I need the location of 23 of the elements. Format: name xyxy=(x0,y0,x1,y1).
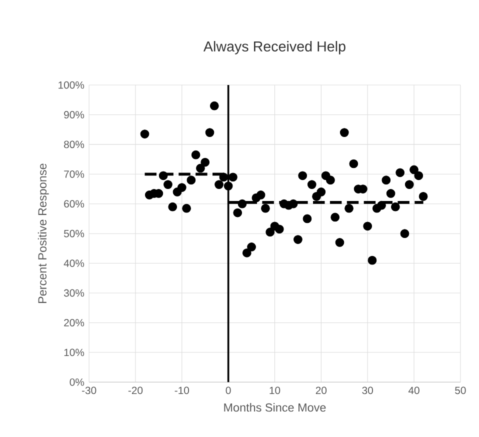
x-tick-label: 30 xyxy=(362,386,373,394)
y-tick-label: 10% xyxy=(64,348,84,356)
y-tick-label: 70% xyxy=(64,170,84,178)
x-tick-label: 40 xyxy=(408,386,420,394)
y-tick-label: 60% xyxy=(64,200,84,208)
x-tick-label: -30 xyxy=(82,386,96,394)
x-axis-title: Months Since Move xyxy=(224,403,326,412)
y-tick-label: 50% xyxy=(64,230,84,238)
x-tick-label: -20 xyxy=(128,386,143,394)
y-tick-label: 40% xyxy=(64,260,84,268)
x-tick-label: 20 xyxy=(316,386,327,394)
y-tick-label: 20% xyxy=(64,319,84,326)
y-tick-label: 90% xyxy=(64,111,84,118)
y-tick-label: 30% xyxy=(64,289,84,297)
x-tick-label: 0 xyxy=(226,386,231,394)
x-tick-label: -10 xyxy=(174,386,190,394)
chart-title: Always Received Help xyxy=(203,41,346,54)
x-tick-label: 10 xyxy=(270,386,280,394)
x-tick-label: 50 xyxy=(455,386,466,394)
y-tick-label: 100% xyxy=(58,81,84,89)
y-axis-title: Percent Positive Response xyxy=(38,164,49,304)
y-tick-label: 0% xyxy=(70,378,84,386)
y-tick-label: 80% xyxy=(64,140,84,148)
